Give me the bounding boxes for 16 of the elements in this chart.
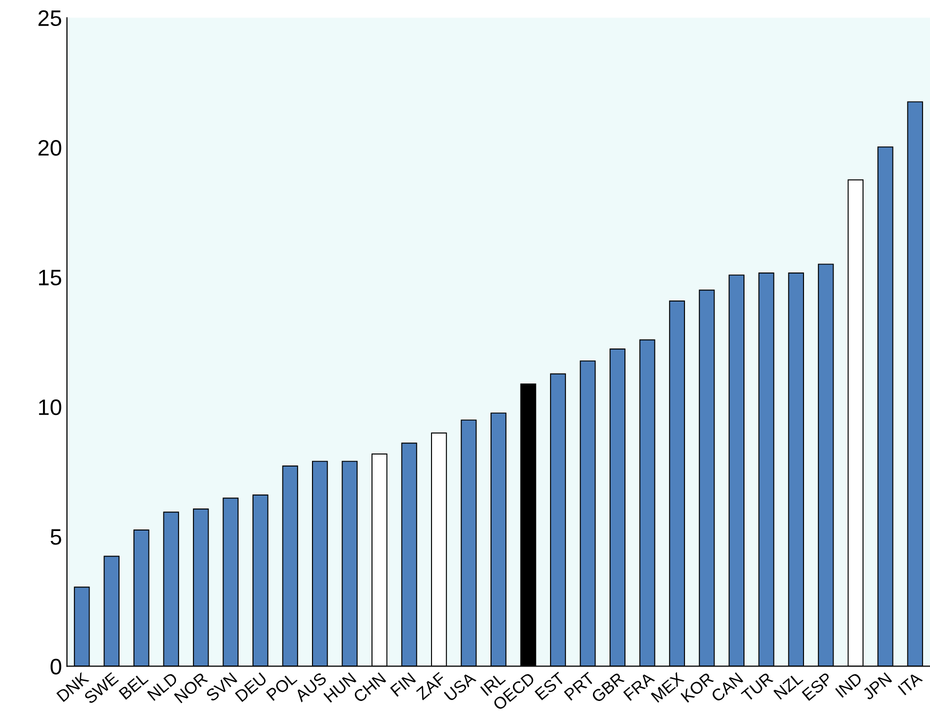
y-tick-label: 0 bbox=[50, 658, 62, 674]
x-tick-label: NZL bbox=[773, 672, 804, 700]
x-tick-label: GBR bbox=[590, 672, 625, 704]
y-tick-label: 5 bbox=[50, 529, 62, 545]
x-tick-label: POL bbox=[266, 672, 298, 702]
y-tick-label: 20 bbox=[38, 140, 62, 156]
x-tick-label: FIN bbox=[390, 672, 416, 697]
y-tick-label: 15 bbox=[39, 270, 62, 286]
y-tick-label: 10 bbox=[39, 399, 62, 416]
x-tick-label: USA bbox=[444, 671, 477, 702]
x-tick-label: ESP bbox=[802, 672, 834, 702]
x-tick-label: ITA bbox=[898, 672, 923, 696]
y-tick-label: 25 bbox=[38, 10, 62, 26]
x-tick-label: JPN bbox=[862, 672, 892, 701]
x-tick-label: IND bbox=[835, 672, 863, 698]
x-tick-label: BEL bbox=[118, 672, 149, 700]
